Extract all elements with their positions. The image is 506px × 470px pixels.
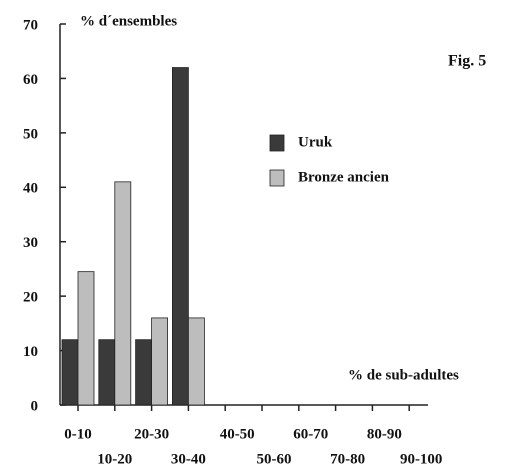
- y-tick-label: 60: [23, 72, 38, 88]
- x-tick-label: 20-30: [134, 426, 169, 442]
- bar: [151, 317, 169, 406]
- x-tick-label: 50-60: [257, 451, 292, 467]
- y-tick-label: 30: [23, 235, 38, 251]
- x-tick-label: 80-90: [367, 426, 402, 442]
- chart-title: Fig. 5: [448, 53, 486, 70]
- y-tick-label: 10: [23, 344, 38, 360]
- x-tick-label: 40-50: [220, 426, 255, 442]
- bar: [171, 67, 189, 406]
- bar: [61, 339, 79, 406]
- x-tick-label: 0-10: [64, 426, 92, 442]
- x-tick-label: 70-80: [330, 451, 365, 467]
- bar: [114, 181, 132, 406]
- bar: [135, 339, 153, 406]
- bar: [77, 271, 95, 406]
- y-tick-label: 50: [23, 126, 38, 142]
- y-tick-label: 70: [23, 17, 38, 33]
- x-tick-label: 90-100: [400, 451, 443, 467]
- x-tick-label: 30-40: [171, 451, 206, 467]
- x-tick-label: 10-20: [97, 451, 132, 467]
- x-tick-label: 60-70: [293, 426, 328, 442]
- legend-swatch: [269, 134, 285, 152]
- y-axis-label: % d´ensembles: [80, 13, 177, 29]
- y-tick-label: 0: [31, 398, 39, 414]
- legend-swatch: [269, 169, 285, 187]
- y-tick-label: 40: [23, 181, 38, 197]
- y-tick-label: 20: [23, 290, 38, 306]
- legend-label: Bronze ancien: [298, 169, 390, 185]
- bar: [187, 317, 205, 406]
- legend-label: Uruk: [298, 134, 333, 150]
- bar: [98, 339, 116, 406]
- x-axis-label: % de sub-adultes: [348, 367, 459, 383]
